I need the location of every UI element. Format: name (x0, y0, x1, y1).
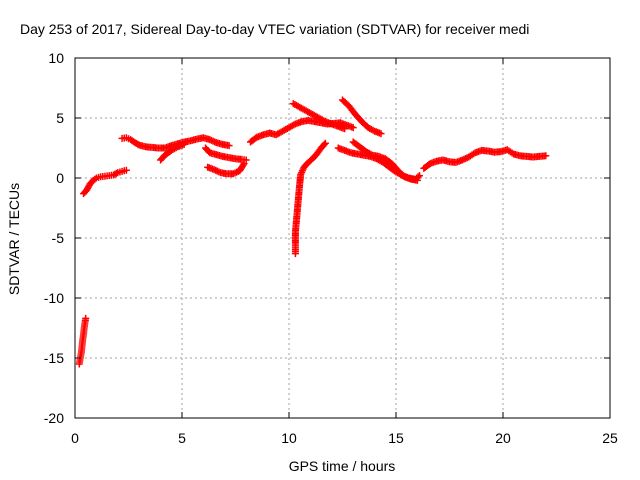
y-tick-label: -20 (44, 410, 64, 426)
x-tick-label: 10 (281, 430, 297, 446)
ticks-layer: 0 5 10 15 20 25 -20 -15 -10 -5 0 5 10 (44, 50, 618, 446)
series-segment-k (349, 138, 421, 184)
x-tick-label: 15 (388, 430, 404, 446)
series-segment-e (204, 160, 248, 178)
x-tick-label: 25 (602, 430, 618, 446)
y-tick-label: -15 (44, 350, 64, 366)
series-early-drop (75, 314, 90, 368)
series-segment-d (202, 144, 250, 164)
data-point (112, 169, 120, 177)
grid-layer (75, 58, 610, 418)
series-segment-a (80, 166, 130, 198)
y-tick-label: -5 (52, 230, 65, 246)
data-point (82, 314, 90, 322)
data-point (321, 139, 329, 147)
y-tick-label: 10 (48, 50, 64, 66)
y-tick-label: 0 (56, 170, 64, 186)
x-tick-label: 5 (178, 430, 186, 446)
data-point (239, 161, 247, 169)
data-point (122, 166, 130, 174)
y-tick-label: -10 (44, 290, 64, 306)
series-segment-i (291, 139, 329, 258)
series-segment-b (118, 134, 233, 152)
series-segment-c (157, 140, 188, 164)
data-point (320, 140, 328, 148)
data-point (349, 124, 357, 132)
x-axis-label: GPS time / hours (289, 458, 396, 474)
data-point (542, 152, 550, 160)
data-point (416, 172, 424, 180)
x-tick-label: 0 (71, 430, 79, 446)
series-segment-l (420, 146, 550, 172)
x-tick-label: 20 (495, 430, 511, 446)
series-segment-h (339, 96, 385, 138)
data-layer (75, 96, 550, 368)
data-point (341, 125, 349, 133)
y-tick-label: 5 (56, 110, 64, 126)
data-point (377, 130, 385, 138)
y-axis-label: SDTVAR / TECUs (6, 183, 22, 295)
series-segment-g (289, 100, 349, 133)
data-point (180, 140, 188, 148)
data-point (240, 160, 248, 168)
data-point (413, 176, 421, 184)
chart-title: Day 253 of 2017, Sidereal Day-to-day VTE… (20, 21, 529, 37)
data-point (242, 156, 250, 164)
data-point (225, 142, 233, 150)
